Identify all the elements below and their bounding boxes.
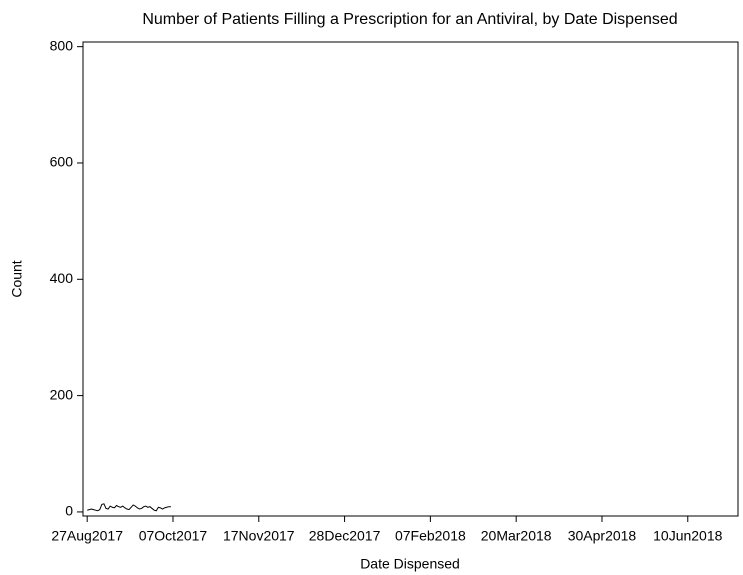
y-tick-label: 0 (65, 503, 73, 519)
plot-frame (82, 41, 739, 517)
x-tick-label: 27Aug2017 (51, 528, 123, 544)
x-tick-label: 07Oct2017 (139, 528, 208, 544)
x-tick-label: 07Feb2018 (395, 528, 466, 544)
y-tick-label: 600 (50, 154, 74, 170)
x-tick-label: 20Mar2018 (481, 528, 552, 544)
series-line (87, 503, 171, 512)
y-tick-label: 800 (50, 37, 74, 53)
y-tick-label: 400 (50, 270, 74, 286)
x-tick-label: 17Nov2017 (223, 528, 295, 544)
x-tick-label: 10Jun2018 (653, 528, 723, 544)
x-tick-label: 30Apr2018 (568, 528, 637, 544)
chart-title: Number of Patients Filling a Prescriptio… (142, 11, 677, 28)
x-axis-label: Date Dispensed (360, 556, 460, 572)
y-axis-label: Count (9, 260, 25, 297)
y-tick-label: 200 (50, 386, 74, 402)
x-tick-label: 28Dec2017 (309, 528, 381, 544)
